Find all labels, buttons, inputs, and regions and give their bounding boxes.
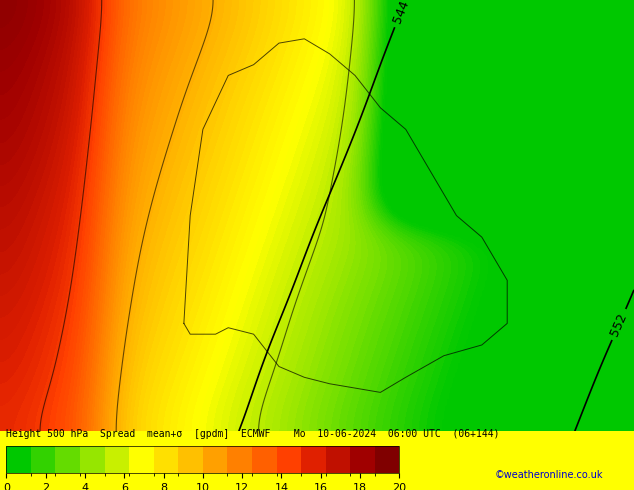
Text: Height 500 hPa  Spread  mean+σ  [gpdm]  ECMWF    Mo  10-06-2024  06:00 UTC  (06+: Height 500 hPa Spread mean+σ [gpdm] ECMW…	[6, 429, 500, 439]
Text: 552: 552	[608, 311, 630, 338]
Text: 544: 544	[391, 0, 411, 25]
Text: ©weatheronline.co.uk: ©weatheronline.co.uk	[495, 470, 603, 480]
